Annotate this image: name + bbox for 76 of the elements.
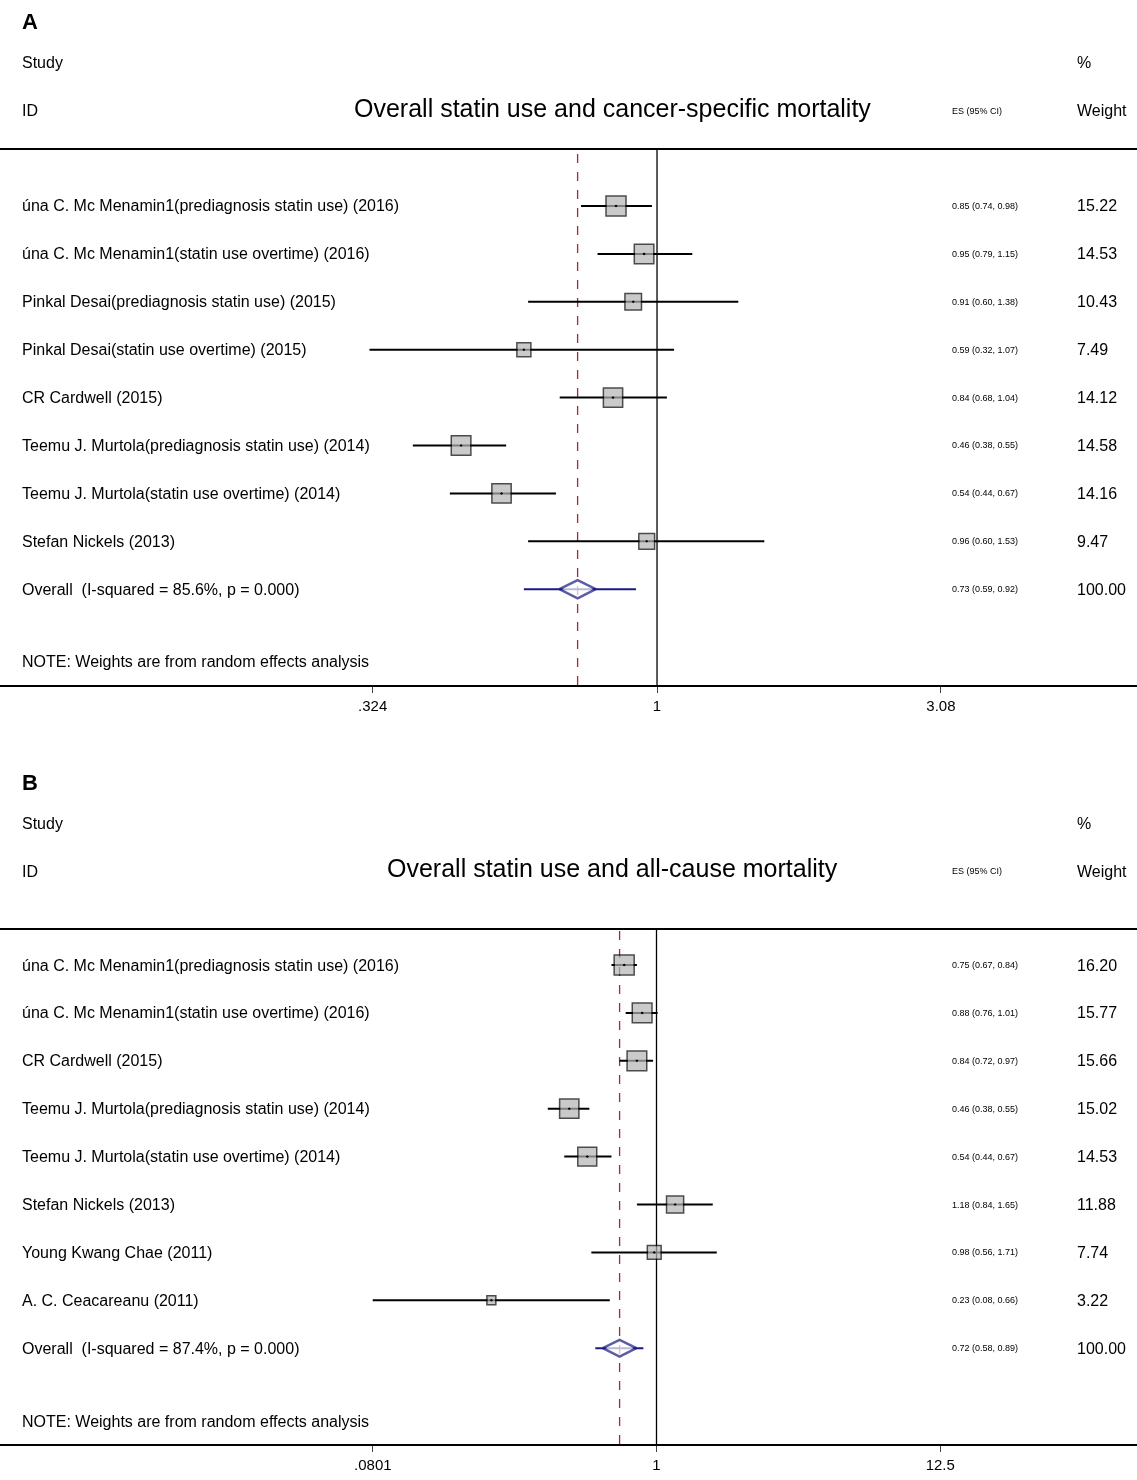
annotation: 0.91 (0.60, 1.38) <box>952 297 1019 307</box>
y-tick-label: A. C. Ceacareanu (2011) <box>22 1292 199 1309</box>
text: B <box>22 770 38 795</box>
annotation: 14.58 <box>1077 437 1118 454</box>
annotation: 0.54 (0.44, 0.67) <box>952 1152 1019 1162</box>
annotation: 11.88 <box>1077 1196 1116 1213</box>
annotation: 0.59 (0.32, 1.07) <box>952 345 1019 355</box>
x-tick-label: .0801 <box>354 1455 392 1473</box>
text: ID <box>22 863 38 880</box>
text: Study <box>22 54 63 71</box>
annotation: 14.53 <box>1077 1148 1118 1165</box>
annotation: 0.46 (0.38, 0.55) <box>952 440 1019 450</box>
text: NOTE: Weights are from random effects analysis <box>22 1413 370 1430</box>
y-tick-label: Young Kwang Chae (2011) <box>22 1244 213 1261</box>
annotation: 15.22 <box>1077 197 1118 214</box>
annotation: 0.46 (0.38, 0.55) <box>952 1104 1019 1114</box>
annotation: 0.72 (0.58, 0.89) <box>952 1343 1019 1353</box>
chart-title: Overall statin use and all-cause mortality <box>387 854 838 882</box>
y-tick-label: Overall (I-squared = 87.4%, p = 0.000) <box>22 1340 300 1357</box>
y-tick-label: Teemu J. Murtola(statin use overtime) (2014) <box>22 485 341 502</box>
y-tick-label: CR Cardwell (2015) <box>22 389 163 406</box>
annotation: 0.84 (0.68, 1.04) <box>952 393 1019 403</box>
text: % <box>1077 54 1092 71</box>
annotation: 0.23 (0.08, 0.66) <box>952 1295 1019 1305</box>
text: NOTE: Weights are from random effects analysis <box>22 653 370 670</box>
x-tick-label: 3.08 <box>926 696 956 714</box>
x-tick-label: 1 <box>652 1455 661 1473</box>
text: ES (95% CI) <box>952 106 1003 116</box>
annotation: 100.00 <box>1077 1340 1127 1357</box>
x-tick-label: 12.5 <box>925 1455 955 1473</box>
text: % <box>1077 815 1092 832</box>
annotation: 16.20 <box>1077 957 1118 974</box>
annotation: 9.47 <box>1077 533 1109 550</box>
annotation: 0.98 (0.56, 1.71) <box>952 1247 1019 1257</box>
y-tick-label: Teemu J. Murtola(statin use overtime) (2014) <box>22 1148 341 1165</box>
annotation: 3.22 <box>1077 1292 1109 1309</box>
y-tick-label: Pinkal Desai(statin use overtime) (2015) <box>22 341 307 358</box>
text: Weight <box>1077 863 1128 880</box>
annotation: 7.74 <box>1077 1244 1109 1261</box>
annotation: 1.18 (0.84, 1.65) <box>952 1200 1019 1210</box>
annotation: 100.00 <box>1077 581 1127 598</box>
annotation: 0.54 (0.44, 0.67) <box>952 488 1019 498</box>
y-tick-label: úna C. Mc Menamin1(statin use overtime) (2016) <box>22 1004 370 1021</box>
text: Study <box>22 815 63 832</box>
y-tick-label: Stefan Nickels (2013) <box>22 1196 175 1213</box>
annotation: 0.96 (0.60, 1.53) <box>952 536 1019 546</box>
annotation: 14.12 <box>1077 389 1118 406</box>
annotation: 10.43 <box>1077 293 1118 310</box>
y-tick-label: Stefan Nickels (2013) <box>22 533 175 550</box>
x-tick-label: 1 <box>652 696 662 714</box>
annotation: 14.53 <box>1077 245 1118 262</box>
y-tick-label: úna C. Mc Menamin1(prediagnosis statin use) (2016) <box>22 957 400 974</box>
text: Weight <box>1077 102 1128 119</box>
text: ID <box>22 102 38 119</box>
chart-title: Overall statin use and cancer-specific mortality <box>354 94 872 122</box>
annotation: 7.49 <box>1077 341 1109 358</box>
annotation: 14.16 <box>1077 485 1118 502</box>
text: A <box>22 9 38 34</box>
annotation: 0.95 (0.79, 1.15) <box>952 249 1019 259</box>
annotation: 15.66 <box>1077 1052 1118 1069</box>
annotation: 15.77 <box>1077 1004 1118 1021</box>
annotation: 0.84 (0.72, 0.97) <box>952 1056 1019 1066</box>
annotation: 0.88 (0.76, 1.01) <box>952 1008 1019 1018</box>
text: ES (95% CI) <box>952 866 1003 876</box>
y-tick-label: úna C. Mc Menamin1(prediagnosis statin use) (2016) <box>22 197 400 214</box>
y-tick-label: Overall (I-squared = 85.6%, p = 0.000) <box>22 581 300 598</box>
y-tick-label: úna C. Mc Menamin1(statin use overtime) (2016) <box>22 245 370 262</box>
annotation: 15.02 <box>1077 1100 1118 1117</box>
x-tick-label: .324 <box>358 696 388 714</box>
y-tick-label: CR Cardwell (2015) <box>22 1052 163 1069</box>
y-tick-label: Teemu J. Murtola(prediagnosis statin use) (2014) <box>22 437 370 454</box>
annotation: 0.75 (0.67, 0.84) <box>952 960 1019 970</box>
y-tick-label: Pinkal Desai(prediagnosis statin use) (2015) <box>22 293 336 310</box>
y-tick-label: Teemu J. Murtola(prediagnosis statin use) (2014) <box>22 1100 370 1117</box>
annotation: 0.85 (0.74, 0.98) <box>952 201 1019 211</box>
annotation: 0.73 (0.59, 0.92) <box>952 584 1019 594</box>
